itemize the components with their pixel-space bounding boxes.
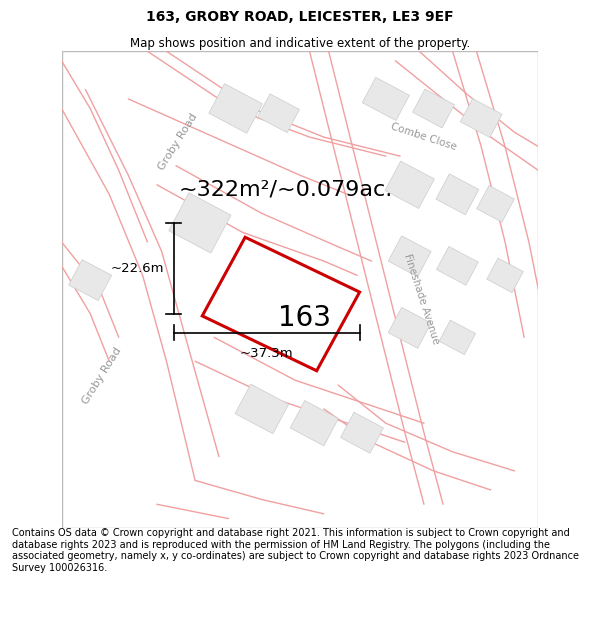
Polygon shape	[413, 89, 454, 128]
Polygon shape	[436, 246, 478, 285]
Polygon shape	[235, 384, 289, 434]
Polygon shape	[436, 174, 479, 215]
Polygon shape	[477, 186, 514, 222]
Text: ~22.6m: ~22.6m	[110, 262, 164, 275]
Polygon shape	[439, 320, 476, 354]
Text: ~37.3m: ~37.3m	[240, 347, 293, 360]
Polygon shape	[388, 308, 431, 348]
Text: ~322m²/~0.079ac.: ~322m²/~0.079ac.	[179, 179, 393, 199]
Text: Combe Close: Combe Close	[390, 122, 458, 152]
Polygon shape	[257, 94, 299, 132]
Polygon shape	[209, 84, 262, 133]
Text: Map shows position and indicative extent of the property.: Map shows position and indicative extent…	[130, 37, 470, 50]
Text: 163, GROBY ROAD, LEICESTER, LE3 9EF: 163, GROBY ROAD, LEICESTER, LE3 9EF	[146, 10, 454, 24]
Polygon shape	[362, 78, 409, 121]
Polygon shape	[341, 412, 383, 453]
Text: Contains OS data © Crown copyright and database right 2021. This information is : Contains OS data © Crown copyright and d…	[12, 528, 579, 573]
Polygon shape	[385, 161, 434, 209]
Polygon shape	[487, 258, 523, 292]
Text: Fineshade Avenue: Fineshade Avenue	[402, 253, 441, 346]
Text: Groby Road: Groby Road	[157, 112, 200, 172]
Polygon shape	[169, 192, 231, 253]
Polygon shape	[290, 401, 338, 446]
Text: 163: 163	[278, 304, 331, 332]
Text: Groby Road: Groby Road	[80, 346, 124, 406]
Polygon shape	[69, 259, 112, 301]
Polygon shape	[460, 99, 502, 138]
Polygon shape	[388, 236, 431, 277]
